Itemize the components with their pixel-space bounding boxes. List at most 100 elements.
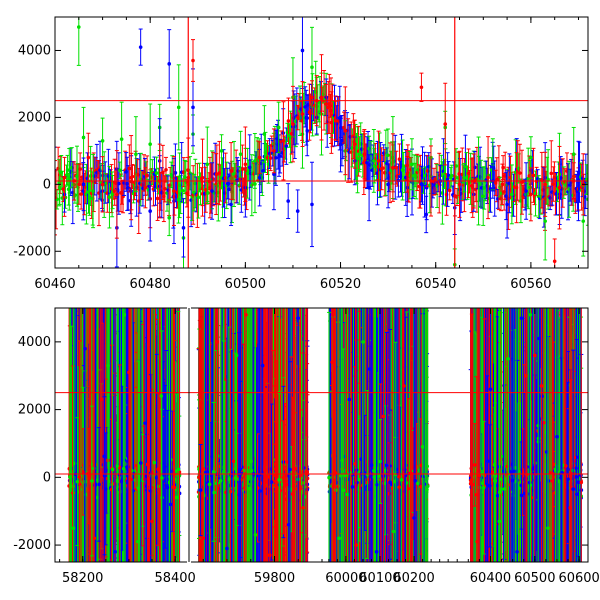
data-point: [164, 167, 168, 172]
data-point: [129, 175, 133, 180]
data-point: [65, 168, 70, 172]
data-point: [571, 152, 576, 157]
y-tick-label: 0: [43, 177, 51, 192]
data-point: [531, 173, 536, 178]
data-point: [173, 171, 178, 175]
x-tick-label: 60540: [415, 277, 456, 292]
data-point: [272, 172, 276, 177]
data-point: [549, 171, 554, 176]
data-point: [324, 102, 329, 106]
data-point: [505, 202, 509, 207]
data-point: [524, 189, 528, 193]
top-plot-area: [55, 17, 588, 268]
data-point: [486, 175, 490, 180]
data-point: [543, 182, 547, 187]
data-point: [138, 45, 143, 49]
data-point: [333, 118, 338, 123]
data-point: [410, 162, 414, 167]
data-point: [310, 95, 314, 100]
data-point: [253, 159, 257, 163]
data-point: [191, 105, 195, 110]
data-point: [57, 185, 62, 190]
y-tick-label: -2000: [13, 244, 51, 259]
data-point: [581, 219, 586, 223]
data-point: [262, 132, 267, 136]
data-point: [557, 185, 562, 190]
data-point: [310, 65, 314, 69]
data-point: [284, 144, 289, 148]
x-tick-label: 60520: [320, 277, 361, 292]
data-point: [286, 119, 291, 123]
data-point: [386, 182, 390, 187]
top-panel-frame: [54, 16, 589, 269]
data-point: [585, 177, 588, 182]
data-point: [148, 142, 152, 146]
data-point: [127, 166, 132, 171]
data-point: [500, 182, 505, 187]
data-point: [424, 212, 428, 217]
data-point: [343, 128, 348, 133]
data-point: [546, 177, 550, 182]
data-point: [405, 172, 409, 177]
data-point: [118, 168, 122, 173]
data-point: [278, 154, 282, 158]
data-point: [310, 202, 314, 207]
data-point: [372, 159, 376, 163]
data-point: [210, 189, 214, 193]
data-point: [380, 166, 385, 170]
data-point: [215, 172, 219, 177]
data-point: [163, 187, 167, 191]
x-tick-label: 60500: [225, 277, 266, 292]
data-point: [274, 156, 278, 160]
data-point: [300, 112, 305, 116]
data-point: [552, 259, 557, 264]
data-point: [419, 85, 424, 90]
data-point: [81, 182, 86, 187]
data-point: [447, 188, 452, 193]
data-point: [167, 62, 172, 66]
data-point: [76, 25, 81, 29]
data-point: [206, 191, 210, 195]
data-point: [300, 48, 305, 53]
data-point: [145, 173, 149, 178]
data-point: [229, 202, 233, 207]
data-point: [115, 192, 119, 197]
data-point: [100, 182, 105, 187]
data-point: [286, 199, 290, 203]
data-point: [529, 155, 533, 160]
data-point: [81, 135, 86, 140]
data-point: [272, 149, 276, 153]
data-point: [518, 171, 522, 175]
data-point: [181, 226, 186, 230]
data-point: [528, 185, 533, 190]
data-point: [457, 182, 462, 187]
data-point: [329, 108, 333, 113]
data-point: [386, 153, 390, 158]
data-point: [529, 192, 533, 197]
x-tick-label: 60460: [34, 277, 75, 292]
data-point: [243, 162, 248, 167]
data-point: [67, 177, 72, 182]
data-point: [510, 192, 514, 197]
data-point: [338, 142, 343, 146]
data-point: [353, 142, 357, 146]
data-point: [295, 209, 300, 213]
data-point: [219, 149, 224, 153]
data-point: [391, 165, 395, 170]
data-point: [261, 169, 266, 173]
data-point: [86, 155, 91, 160]
data-point: [276, 125, 281, 130]
data-point: [305, 128, 310, 133]
data-point: [107, 195, 112, 199]
data-point: [110, 192, 114, 197]
x-tick-label: 60560: [510, 277, 551, 292]
data-point: [376, 159, 381, 163]
data-point: [397, 157, 402, 162]
data-point: [143, 185, 148, 190]
data-point: [205, 162, 210, 167]
data-point: [449, 173, 454, 178]
data-point: [180, 188, 185, 193]
data-point: [155, 196, 160, 201]
data-point: [319, 95, 324, 100]
